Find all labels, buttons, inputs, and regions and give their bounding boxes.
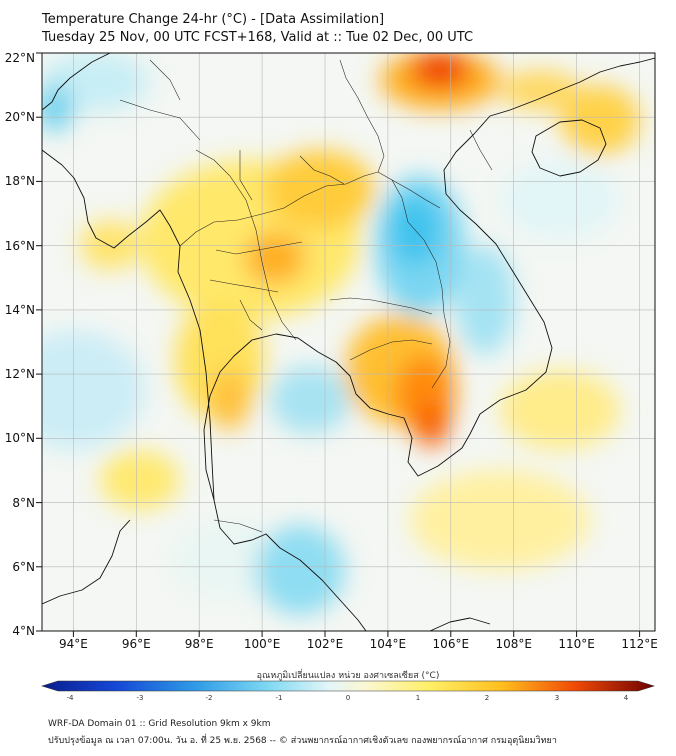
lat-tick-label: 20°N: [5, 110, 35, 124]
lon-tick-label: 112°E: [621, 637, 658, 651]
colorbar-label: อุณหภูมิเปลี่ยนแปลง หน่วย องศาเซลเซียส (…: [257, 668, 440, 681]
lat-tick-label: 14°N: [5, 303, 35, 317]
lat-tick-label: 8°N: [12, 496, 35, 510]
colorbar-tick: -1: [276, 694, 283, 702]
lon-tick-label: 100°E: [244, 637, 281, 651]
colorbar-tick: 0: [346, 694, 350, 702]
colorbar-tick: -2: [206, 694, 213, 702]
footer-credit: ปรับปรุงข้อมูล ณ เวลา 07:00น. วัน อ. ที่…: [48, 736, 557, 746]
lon-axis: 94°E 96°E 98°E 100°E 102°E 104°E 106°E 1…: [59, 631, 658, 651]
lat-tick-label: 12°N: [5, 367, 35, 381]
colorbar-tick: -3: [137, 694, 144, 702]
lon-tick-label: 96°E: [122, 637, 151, 651]
colorbar-tick: 1: [416, 694, 420, 702]
lon-tick-label: 94°E: [59, 637, 88, 651]
lat-tick-label: 18°N: [5, 174, 35, 188]
colorbar-bar: [40, 680, 656, 692]
gridlines: [42, 53, 655, 631]
coastlines: [42, 53, 655, 631]
temperature-field: [42, 53, 655, 631]
lon-tick-label: 98°E: [185, 637, 214, 651]
lon-tick-label: 110°E: [558, 637, 595, 651]
lon-tick-label: 104°E: [370, 637, 407, 651]
lat-tick-label: 16°N: [5, 239, 35, 253]
colorbar-tick: 4: [624, 694, 629, 702]
lat-tick-label: 22°N: [5, 51, 35, 65]
lat-tick-label: 4°N: [12, 624, 35, 638]
footer-model-info: WRF-DA Domain 01 :: Grid Resolution 9km …: [48, 719, 271, 729]
lat-tick-label: 10°N: [5, 431, 35, 445]
map-subtitle: Tuesday 25 Nov, 00 UTC FCST+168, Valid a…: [42, 30, 474, 45]
colorbar: อุณหภูมิเปลี่ยนแปลง หน่วย องศาเซลเซียส (…: [40, 668, 656, 702]
map-frame: [41, 52, 656, 632]
lat-axis: 4°N 6°N 8°N 10°N 12°N 14°N 16°N 18°N 20°…: [5, 51, 42, 638]
admin-borders: [119, 59, 493, 533]
lon-tick-label: 102°E: [307, 637, 344, 651]
colorbar-tick: 3: [555, 694, 559, 702]
lon-tick-label: 106°E: [433, 637, 470, 651]
map-title: Temperature Change 24-hr (°C) - [Data As…: [42, 12, 385, 27]
colorbar-tick: -4: [67, 694, 75, 702]
colorbar-tick: 2: [485, 694, 489, 702]
lon-tick-label: 108°E: [495, 637, 532, 651]
lat-tick-label: 6°N: [12, 560, 35, 574]
